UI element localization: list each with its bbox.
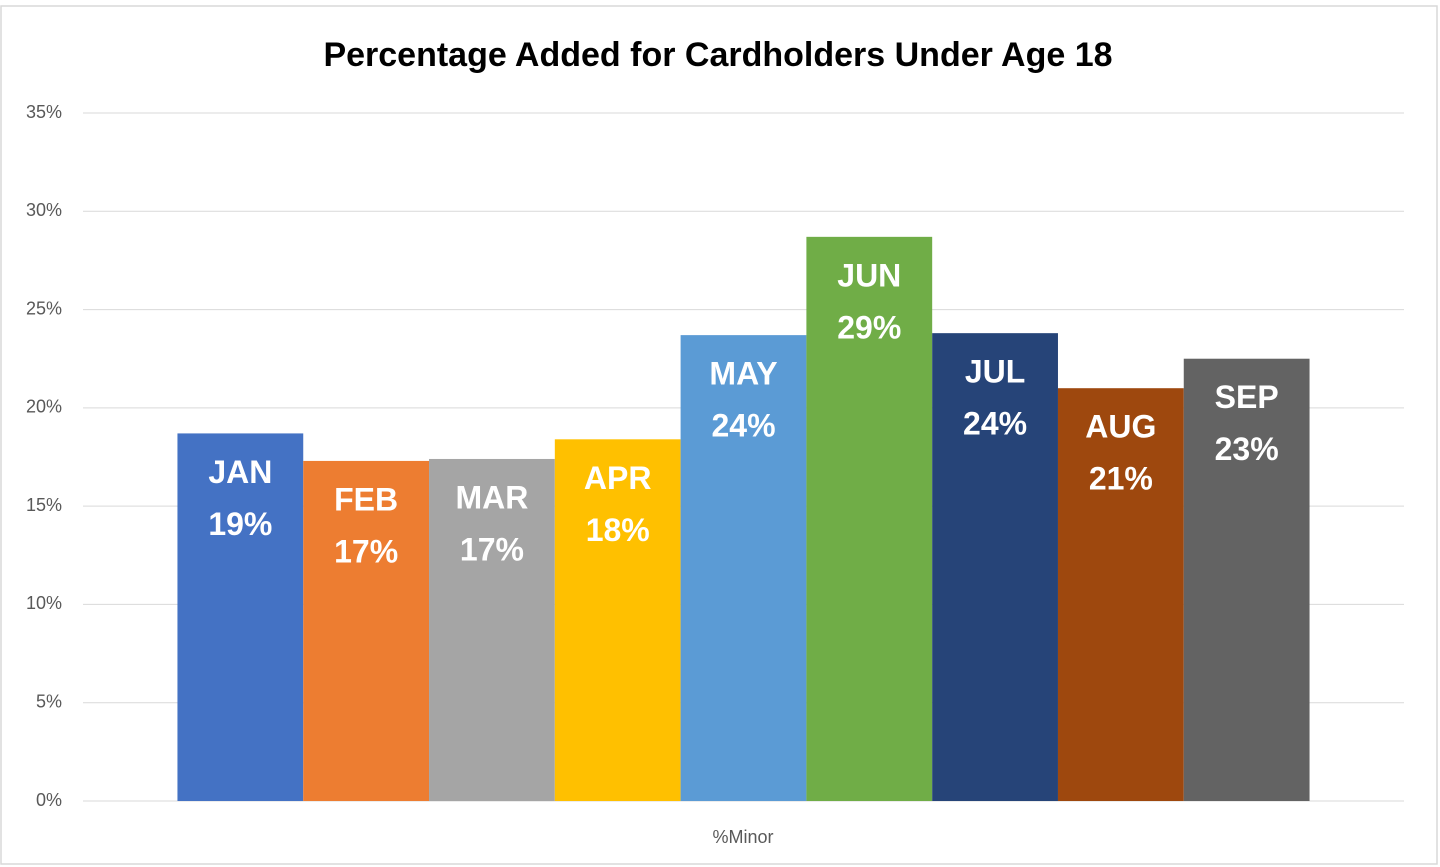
data-label: 29% (837, 309, 901, 345)
y-tick-label: 15% (26, 495, 62, 515)
data-label: 23% (1215, 431, 1279, 467)
y-tick-label: 0% (36, 790, 62, 810)
y-tick-label: 25% (26, 298, 62, 318)
bar (1183, 358, 1310, 801)
bar (554, 439, 681, 801)
bar (806, 236, 933, 802)
data-label: 17% (334, 533, 398, 569)
chart-title: Percentage Added for Cardholders Under A… (323, 36, 1112, 74)
data-label-name: JAN (208, 454, 272, 490)
y-tick-label: 20% (26, 397, 62, 417)
y-tick-label: 10% (26, 593, 62, 613)
bar (680, 335, 807, 801)
data-label-name: SEP (1215, 379, 1279, 415)
bar (1057, 388, 1184, 801)
data-label-name: JUN (837, 257, 901, 293)
data-label: 18% (586, 512, 650, 548)
data-label-name: MAR (455, 479, 528, 515)
bar (932, 333, 1058, 801)
data-label-name: APR (584, 460, 652, 496)
data-label-name: FEB (334, 481, 398, 517)
data-label: 17% (460, 531, 524, 567)
data-label: 21% (1089, 461, 1153, 497)
bar (429, 458, 555, 801)
bar (303, 460, 430, 801)
data-label-name: JUL (965, 354, 1025, 390)
bar (177, 433, 304, 801)
data-label: 24% (963, 406, 1027, 442)
y-tick-label: 30% (26, 200, 62, 220)
y-tick-label: 35% (26, 102, 62, 122)
y-tick-label: 5% (36, 691, 62, 711)
data-label-name: MAY (709, 356, 777, 392)
data-label: 19% (208, 506, 272, 542)
data-label: 24% (711, 408, 775, 444)
x-tick-label: %Minor (712, 827, 773, 847)
data-label-name: AUG (1085, 409, 1156, 445)
